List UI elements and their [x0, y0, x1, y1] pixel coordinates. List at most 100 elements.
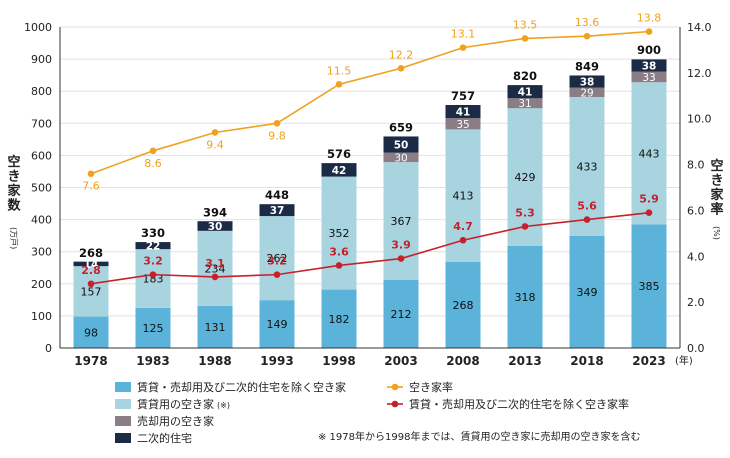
left-tick-label: 200	[31, 278, 52, 291]
x-tick-label: 2018	[570, 354, 603, 368]
legend-label: 空き家率	[409, 380, 453, 394]
bar-segment	[383, 279, 419, 348]
bar-segment	[631, 224, 667, 348]
bar-segment-label: 385	[639, 280, 660, 293]
line-point	[87, 280, 95, 288]
legend-swatch	[115, 399, 131, 409]
right-tick-label: 6.0	[687, 204, 705, 217]
line-point-label: 4.7	[453, 220, 473, 233]
left-tick-label: 700	[31, 117, 52, 130]
left-tick-label: 800	[31, 85, 52, 98]
line-point-label: 13.1	[451, 28, 476, 41]
right-tick-label: 10.0	[687, 113, 712, 126]
bar-segment	[321, 289, 357, 348]
bar-segment	[383, 136, 419, 153]
bar-segment	[631, 71, 667, 83]
line-point	[645, 28, 653, 35]
bar-segment-label: 182	[329, 313, 350, 326]
bar-segment-label: 443	[639, 147, 660, 160]
right-tick-label: 0.0	[687, 342, 705, 355]
bar-segment	[259, 204, 295, 217]
bar-segment	[135, 249, 171, 308]
x-unit-label: (年)	[675, 354, 693, 367]
legend-marker	[391, 383, 399, 391]
bar-segment-label: 41	[518, 87, 533, 99]
segment-labels: 9815714125183221312343014926237182352422…	[81, 61, 660, 340]
bar-segment-label: 149	[267, 318, 288, 331]
axes: 0 100 200 300 400 500 600 700 800 900 1000 0.0 2.0 4.…	[7, 21, 724, 368]
legend-label: 二次的住宅	[137, 431, 192, 445]
bar-segment	[73, 316, 109, 348]
bar-segment-label: 349	[577, 286, 598, 299]
line-point-label: 8.6	[144, 157, 162, 170]
bar-segment	[321, 176, 357, 290]
right-tick-label: 2.0	[687, 296, 705, 309]
bar-segment-label: 31	[518, 98, 531, 110]
left-axis-title: き	[7, 170, 20, 185]
bar-segment	[507, 98, 543, 109]
total-labels: 268 330 394 448 576 659 757 820 849 900	[79, 43, 661, 260]
line-point-label: 7.6	[82, 180, 100, 193]
line-point	[211, 273, 219, 281]
legend-swatch	[115, 433, 131, 443]
left-axis-title: 数	[7, 198, 21, 214]
bar-segment-label: 352	[329, 227, 350, 240]
bar-segment-label: 413	[453, 190, 474, 203]
line-point	[645, 209, 653, 217]
bar-segment-label: 41	[456, 107, 471, 119]
bar-segment	[631, 82, 667, 225]
line-point	[335, 81, 343, 88]
legend-swatch	[115, 416, 131, 426]
bar-segment	[445, 105, 481, 119]
bar-segment-label: 37	[270, 205, 285, 217]
line-point-label: 13.5	[513, 18, 538, 31]
bar-segment-label: 268	[453, 299, 474, 312]
bar-segment-label: 30	[394, 152, 407, 164]
bar-total-label: 820	[513, 69, 537, 83]
bar-segment	[135, 242, 171, 250]
bar-segment-label: 33	[642, 72, 655, 84]
left-axis-title: 家	[7, 183, 21, 199]
bar-segment-label: 29	[580, 87, 593, 99]
bar-segment-label: 14	[84, 259, 99, 271]
bar-segment-label: 30	[208, 221, 223, 233]
bar-segment	[383, 152, 419, 163]
line-point-label: 11.5	[327, 64, 352, 77]
x-tick-label: 2003	[384, 354, 417, 368]
left-tick-label: 400	[31, 214, 52, 227]
line-point-label: 3.9	[391, 239, 411, 252]
bar-segment	[73, 261, 109, 267]
right-tick-label: 4.0	[687, 250, 705, 263]
line-point	[459, 44, 467, 51]
x-tick-label: 1983	[136, 354, 169, 368]
bar-segment-label: 38	[642, 61, 657, 73]
bar-segment	[135, 307, 171, 348]
line-point-label: 5.6	[577, 200, 597, 213]
left-tick-label: 900	[31, 53, 52, 66]
right-axis-title: 空	[710, 158, 723, 174]
bar-segment-label: 367	[391, 215, 412, 228]
legend-label: 賃貸用の空き家 (※)	[137, 397, 230, 411]
line-point	[273, 271, 281, 278]
right-tick-label: 8.0	[687, 159, 705, 172]
bar-segment	[197, 230, 233, 306]
left-tick-label: 0	[45, 342, 52, 355]
line-point	[149, 147, 157, 155]
right-tick-label: 12.0	[687, 67, 712, 80]
left-tick-label: 500	[31, 182, 52, 195]
bar-segment-label: 429	[515, 171, 536, 184]
bar-total-label: 576	[327, 147, 351, 161]
bar-segment	[197, 305, 233, 348]
x-tick-label: 1988	[198, 354, 231, 368]
bar-segment	[507, 85, 543, 99]
line-point	[211, 129, 219, 136]
left-tick-label: 1000	[24, 21, 52, 34]
legend-marker	[391, 400, 399, 408]
bar-segment	[259, 300, 295, 348]
line-point-label: 3.6	[329, 245, 349, 258]
left-axis-unit: (万戸)	[9, 227, 18, 249]
line-point-label: 3.2	[267, 255, 287, 268]
line-point	[87, 170, 95, 178]
line-point	[335, 262, 343, 269]
